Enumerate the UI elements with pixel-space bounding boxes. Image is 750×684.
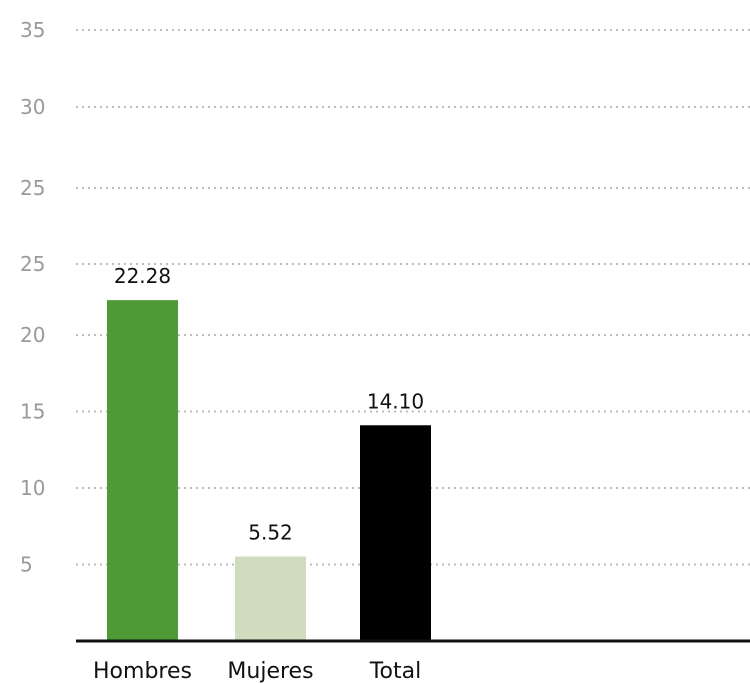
y-tick-label: 35 [20, 18, 45, 42]
x-category-label: Mujeres [227, 659, 313, 684]
x-axis-category-labels: Hombres Mujeres Total [93, 659, 421, 684]
bar-value-labels: 22.28 5.52 14.10 [114, 264, 424, 544]
y-tick-label: 5 [20, 553, 33, 577]
bar-hombres [107, 300, 178, 641]
y-tick-label: 15 [20, 400, 45, 424]
bar-total [360, 425, 431, 641]
bar-value-label: 14.10 [367, 389, 424, 413]
y-tick-label: 10 [20, 476, 45, 500]
bar-mujeres [235, 556, 306, 641]
bar-value-label: 5.52 [248, 521, 293, 545]
y-axis-tick-labels: 5 10 15 20 25 30 35 25 [20, 18, 45, 577]
x-category-label: Total [369, 659, 421, 684]
x-category-label: Hombres [93, 659, 192, 684]
y-tick-label: 20 [20, 323, 45, 347]
bars [107, 300, 431, 641]
y-tick-label: 25 [20, 176, 45, 200]
bar-value-label: 22.28 [114, 264, 171, 288]
y-tick-label: 30 [20, 95, 45, 119]
y-tick-label-extra: 25 [20, 252, 45, 276]
